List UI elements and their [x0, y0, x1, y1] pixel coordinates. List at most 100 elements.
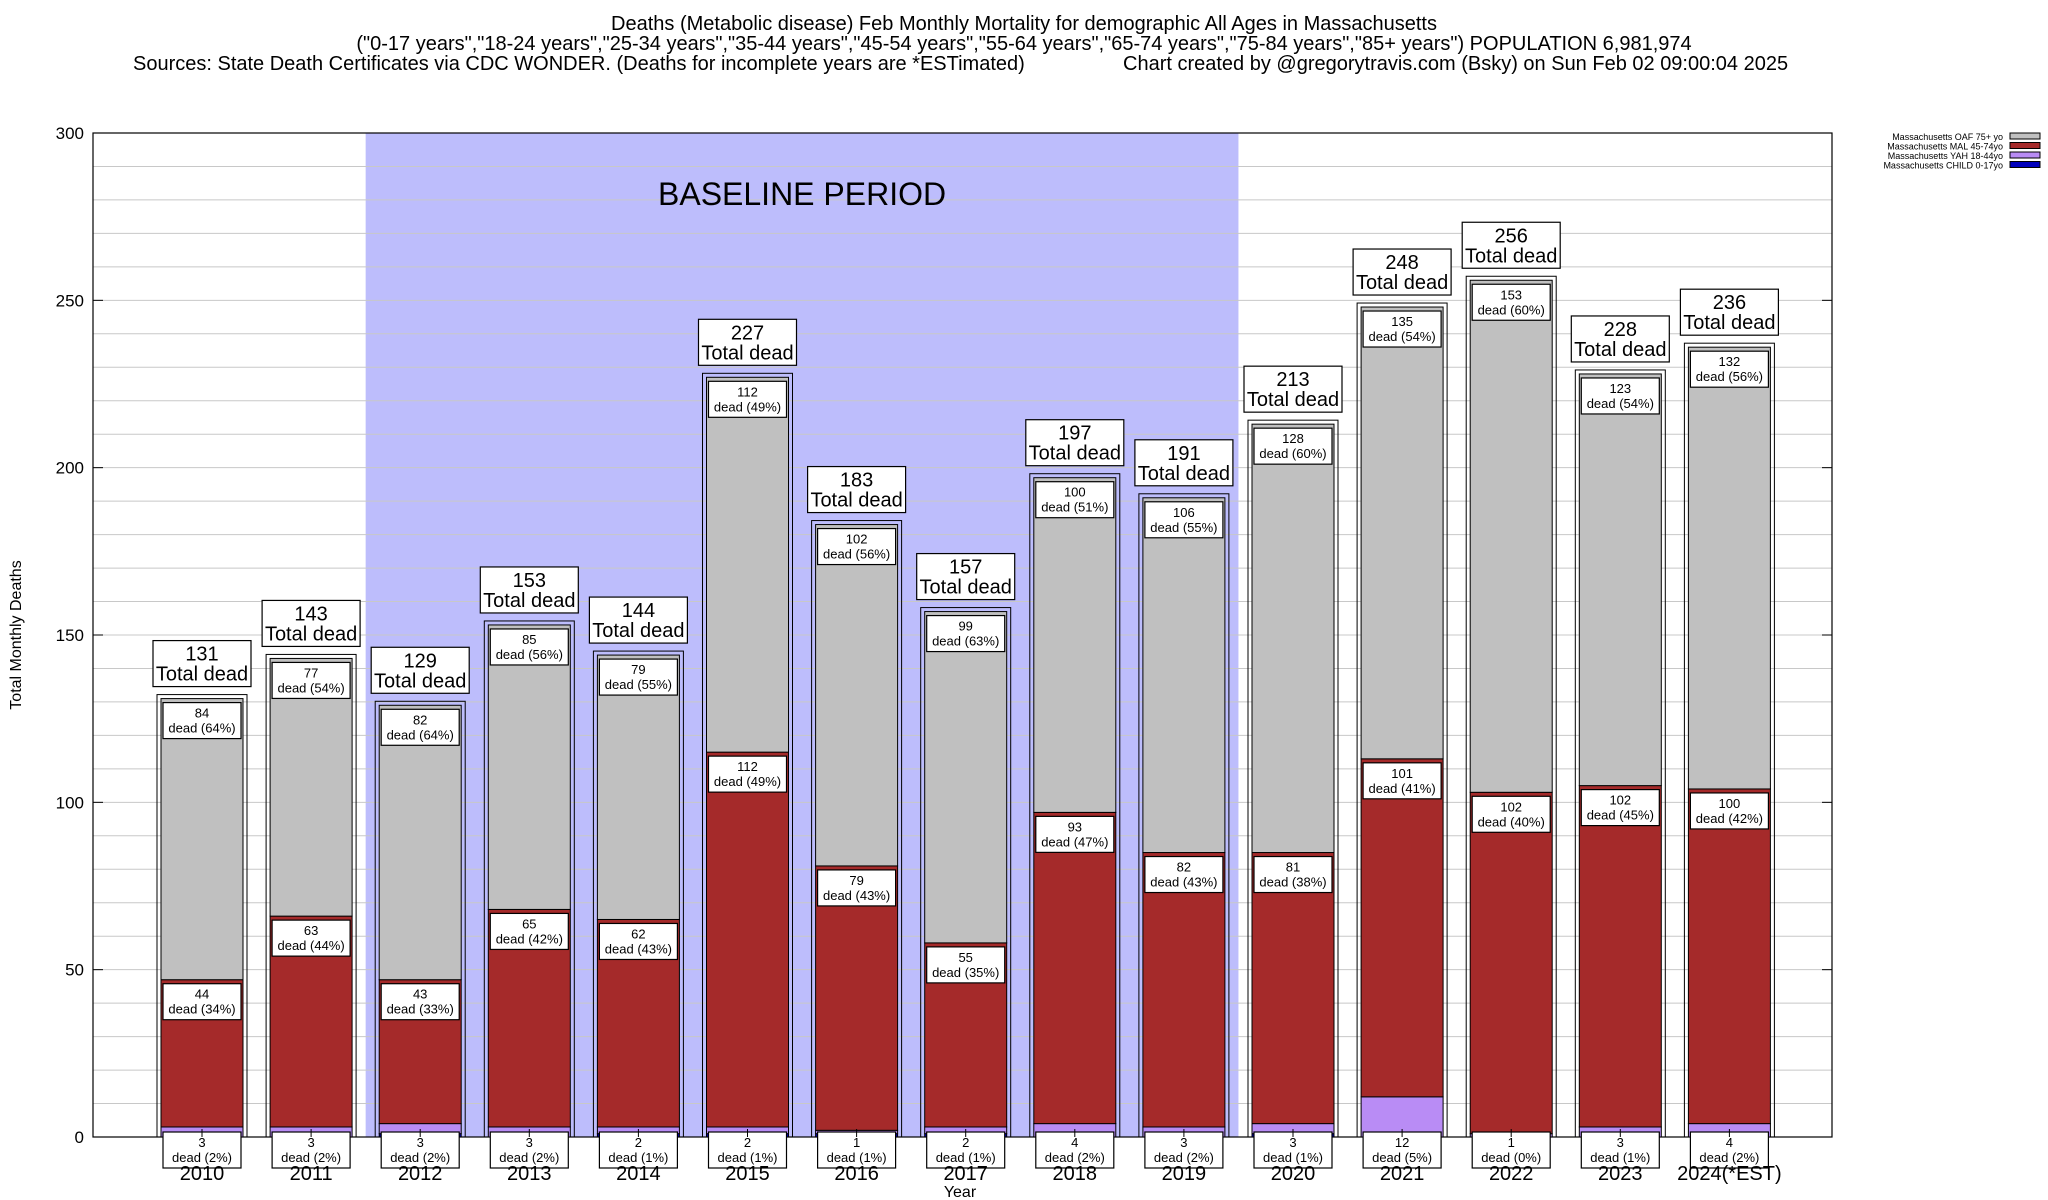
segment-label-box: [1471, 795, 1551, 833]
segment-percent-label: dead (40%): [1478, 814, 1545, 829]
segment-value-label: 12: [1395, 1135, 1409, 1150]
segment-percent-label: dead (43%): [1150, 875, 1217, 890]
segment-value-label: 2: [962, 1135, 969, 1150]
y-axis-label: Total Monthly Deaths: [8, 560, 25, 709]
segment-value-label: 102: [1500, 799, 1522, 814]
segment-value-label: 3: [1617, 1135, 1624, 1150]
bar-segment: [1578, 785, 1662, 1128]
segment-label-box: [162, 701, 242, 740]
segment-percent-label: dead (2%): [281, 1150, 341, 1165]
segment-percent-label: dead (51%): [1041, 500, 1108, 515]
legend-label: Massachusetts MAL 45-74yo: [1887, 142, 2003, 152]
segment-percent-label: dead (1%): [608, 1150, 668, 1165]
total-value-label: 144: [622, 600, 655, 622]
bar-segment: [924, 611, 1008, 944]
legend-swatch: [2009, 161, 2041, 168]
bar-segment: [1360, 306, 1444, 760]
bar-segment: [1360, 758, 1444, 1098]
segment-percent-label: dead (2%): [499, 1150, 559, 1165]
segment-percent-label: dead (49%): [714, 399, 781, 414]
bar-segment: [596, 654, 680, 920]
total-label-box: [1461, 221, 1561, 269]
segment-value-label: 106: [1173, 505, 1195, 520]
total-label-box: [1679, 288, 1780, 336]
x-tick-label: 2020: [1271, 1163, 1316, 1185]
segment-value-label: 43: [413, 987, 427, 1002]
x-axis-label: Year: [944, 1184, 977, 1200]
chart-credit: Chart created by @gregorytravis.com (Bsk…: [1123, 53, 1789, 75]
segment-percent-label: dead (42%): [496, 931, 563, 946]
segment-percent-label: dead (35%): [932, 965, 999, 980]
segment-label-box: [1035, 481, 1115, 519]
segment-percent-label: dead (2%): [1699, 1150, 1759, 1165]
segment-percent-label: dead (56%): [1696, 369, 1763, 384]
bar-segment: [1033, 477, 1117, 813]
segment-value-label: 85: [522, 632, 536, 647]
total-value-label: 153: [513, 570, 546, 592]
total-label-box: [697, 318, 798, 366]
segment-value-label: 44: [195, 987, 209, 1002]
x-tick-label: 2018: [1053, 1163, 1098, 1185]
y-tick-label: 250: [56, 291, 84, 310]
total-label-box: [1025, 419, 1125, 467]
segment-label-box: [598, 658, 679, 696]
segment-label-box: [380, 983, 460, 1021]
segment-label-box: [1471, 283, 1551, 321]
segment-percent-label: dead (47%): [1041, 834, 1108, 849]
total-suffix-label: Total dead: [1138, 463, 1230, 485]
segment-value-label: 82: [1177, 860, 1191, 875]
x-tick-label: 2017: [943, 1163, 988, 1185]
chart-title: Deaths (Metabolic disease) Feb Monthly M…: [611, 13, 1437, 35]
bar-segment: [160, 698, 244, 981]
segment-label-box: [162, 983, 242, 1021]
segment-percent-label: dead (60%): [1259, 446, 1326, 461]
chart-source-line: Sources: State Death Certificates via CD…: [0, 54, 2048, 76]
legend-label: Massachusetts OAF 75+ yo: [1892, 132, 2003, 142]
segment-percent-label: dead (54%): [1587, 396, 1654, 411]
segment-label-box: [1362, 762, 1442, 800]
bar-segment: [706, 751, 789, 1128]
segment-value-label: 112: [737, 384, 758, 399]
segment-percent-label: dead (63%): [932, 634, 999, 649]
segment-value-label: 135: [1391, 314, 1413, 329]
segment-value-label: 1: [1508, 1135, 1515, 1150]
segment-value-label: 100: [1719, 796, 1741, 811]
segment-value-label: 3: [1289, 1135, 1296, 1150]
segment-percent-label: dead (43%): [823, 888, 890, 903]
segment-value-label: 79: [631, 662, 645, 677]
segment-value-label: 82: [413, 712, 427, 727]
segment-label-box: [1362, 310, 1442, 348]
segment-label-box: [1253, 855, 1333, 894]
segment-label-box: [1580, 1131, 1660, 1169]
legend-label: Massachusetts CHILD 0-17yo: [1883, 161, 2003, 171]
segment-value-label: 65: [522, 916, 536, 931]
baseline-period-label: BASELINE PERIOD: [658, 176, 946, 212]
x-tick-label: 2024(*EST): [1677, 1163, 1782, 1185]
x-tick-label: 2015: [725, 1163, 770, 1185]
segment-label-box: [271, 919, 351, 957]
segment-value-label: 62: [631, 926, 645, 941]
total-value-label: 236: [1713, 292, 1746, 314]
total-label-box: [1243, 365, 1343, 413]
segment-label-box: [926, 946, 1006, 984]
total-suffix-label: Total dead: [592, 620, 684, 642]
legend-swatch: [2009, 151, 2041, 159]
y-tick-label: 150: [56, 626, 84, 645]
y-tick-label: 0: [75, 1128, 84, 1147]
segment-percent-label: dead (2%): [1154, 1150, 1214, 1165]
segment-value-label: 153: [1500, 287, 1522, 302]
segment-value-label: 112: [737, 759, 758, 774]
x-tick-label: 2013: [507, 1163, 552, 1185]
bar-segment: [815, 865, 899, 1131]
total-suffix-label: Total dead: [701, 342, 793, 364]
segment-percent-label: dead (44%): [277, 938, 344, 953]
segment-percent-label: dead (38%): [1259, 875, 1326, 890]
total-suffix-label: Total dead: [156, 664, 248, 686]
segment-value-label: 93: [1068, 819, 1082, 834]
segment-label-box: [1035, 1131, 1115, 1169]
segment-percent-label: dead (1%): [827, 1150, 887, 1165]
segment-value-label: 4: [1726, 1135, 1733, 1150]
y-tick-label: 100: [56, 793, 84, 812]
total-label-box: [1352, 248, 1452, 296]
segment-label-box: [1035, 815, 1115, 853]
